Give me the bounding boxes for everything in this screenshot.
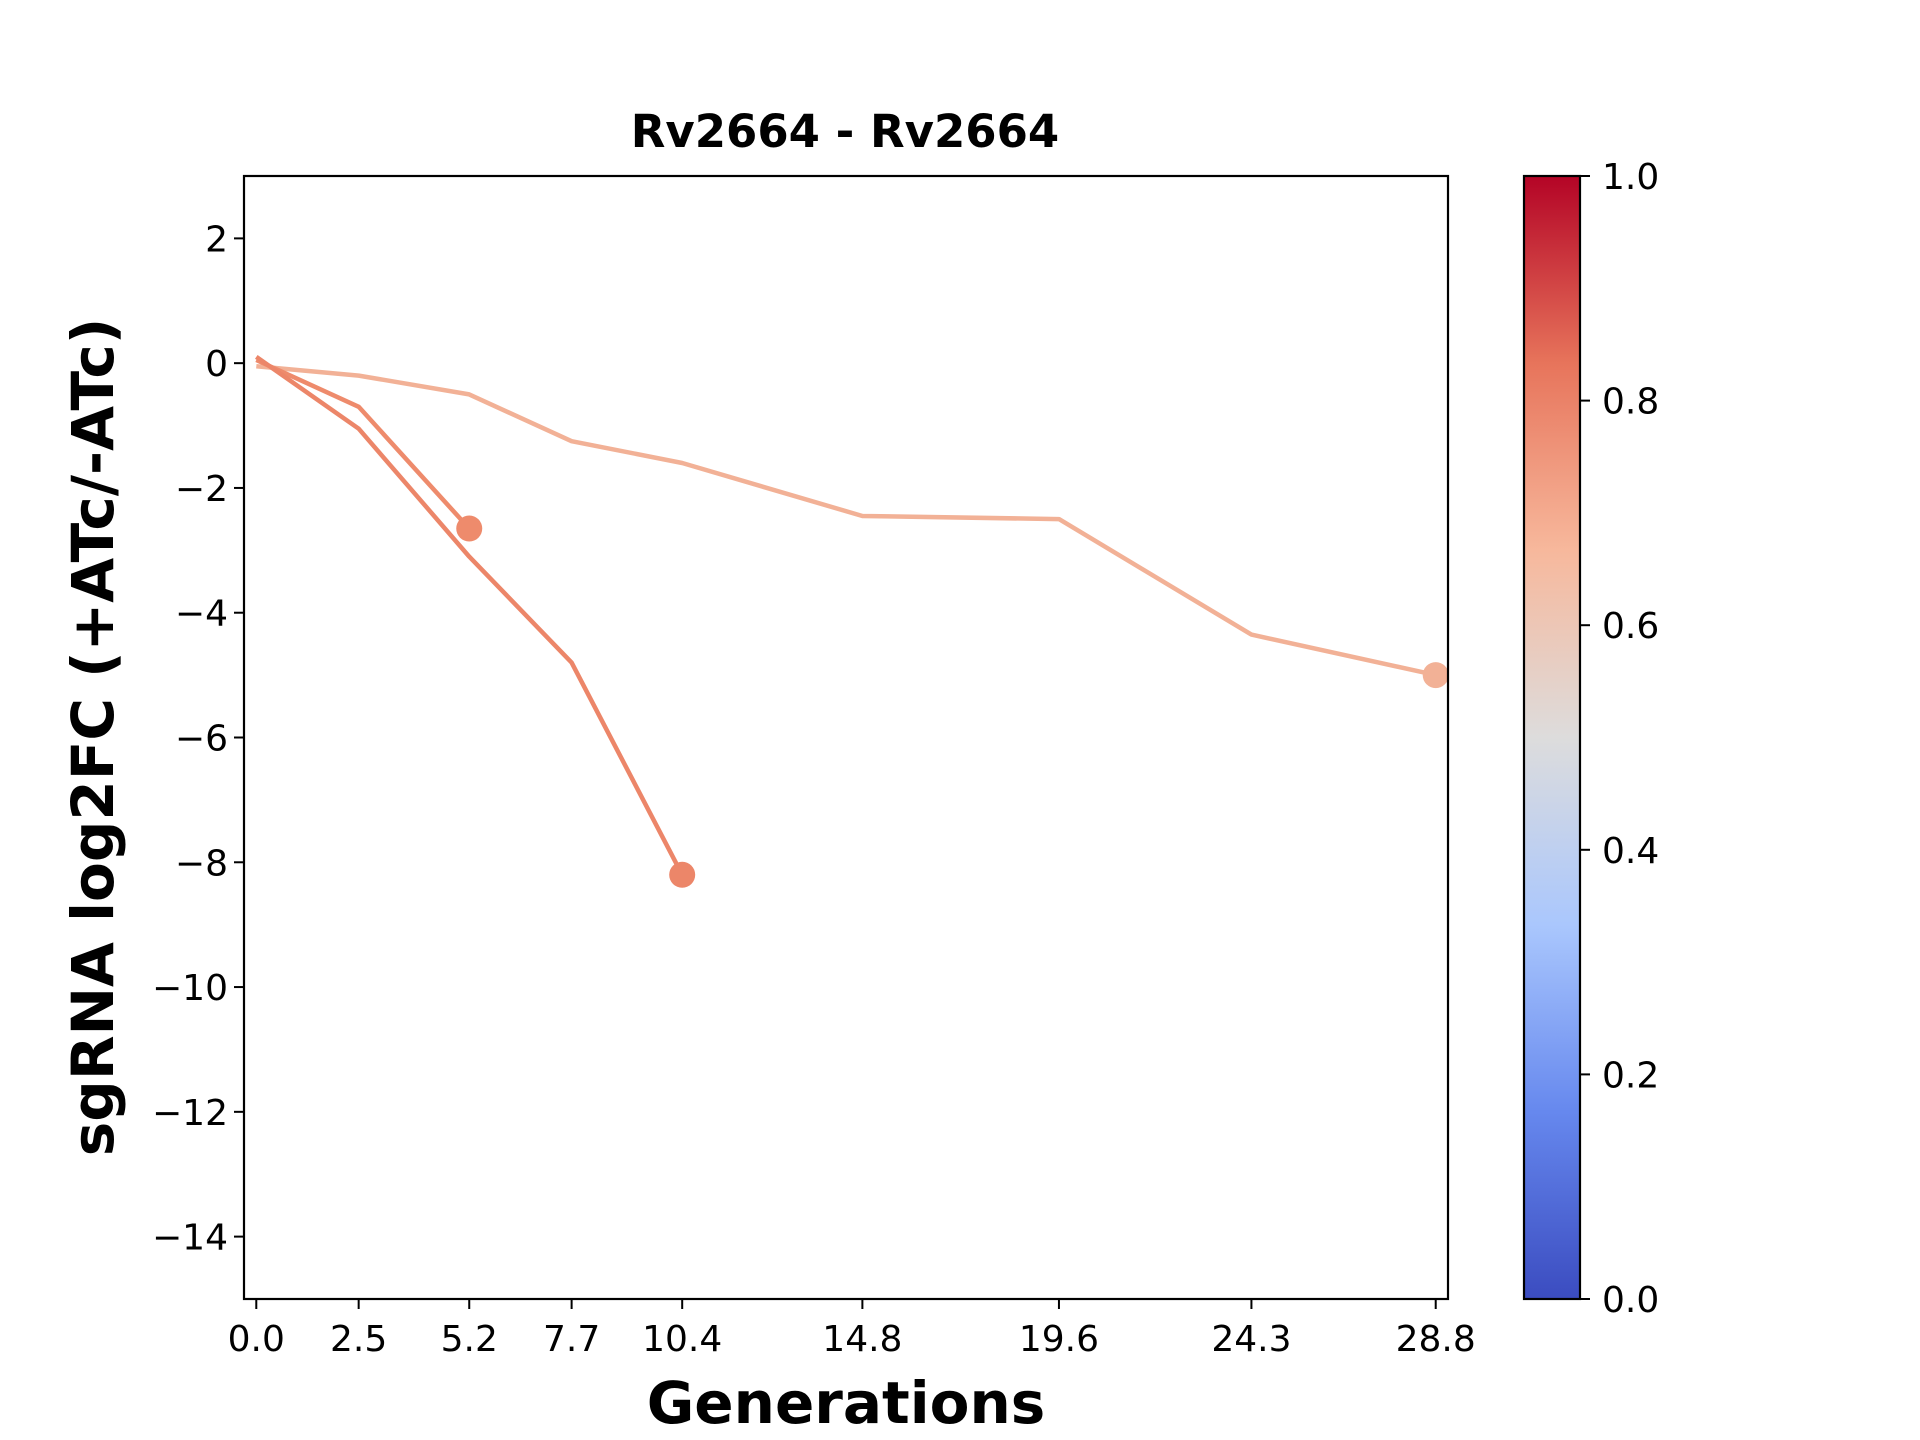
colorbar-tick-label: 0.0 [1602, 1280, 1659, 1321]
y-tick-label: 2 [205, 219, 228, 260]
x-tick-label: 7.7 [543, 1319, 600, 1360]
x-tick-label: 28.8 [1396, 1319, 1476, 1360]
series-3-end-marker [669, 861, 696, 888]
colorbar [1522, 174, 1582, 1301]
y-tick-label: −6 [175, 719, 228, 760]
colorbar-tick-label: 0.8 [1602, 382, 1659, 423]
y-tick-label: −8 [175, 843, 228, 884]
x-tick-label: 5.2 [441, 1319, 498, 1360]
series-2-end-marker [456, 515, 483, 542]
colorbar-tick-label: 0.2 [1602, 1055, 1659, 1096]
x-tick-label: 24.3 [1211, 1319, 1291, 1360]
x-axis-label: Generations [647, 1369, 1046, 1437]
series-line-1 [256, 364, 1437, 678]
series-1-end-marker [1422, 662, 1449, 689]
series-line-3 [255, 355, 685, 876]
y-tick-label: −14 [152, 1218, 228, 1259]
x-tick-label: 2.5 [330, 1319, 387, 1360]
y-tick-label: −10 [152, 968, 228, 1009]
series-line-2 [255, 357, 471, 531]
y-tick-label: −2 [175, 469, 228, 510]
x-tick-label: 19.6 [1019, 1319, 1099, 1360]
x-tick-label: 0.0 [228, 1319, 285, 1360]
colorbar-tick-label: 1.0 [1602, 157, 1659, 198]
y-axis-label: sgRNA log2FC (+ATc/-ATc) [59, 318, 127, 1156]
chart-title: Rv2664 - Rv2664 [631, 105, 1059, 158]
colorbar-tick-label: 0.4 [1602, 831, 1659, 872]
y-tick-label: 0 [205, 344, 228, 385]
x-tick-label: 14.8 [822, 1319, 902, 1360]
plot-frame [242, 174, 1450, 1301]
colorbar-tick-label: 0.6 [1602, 606, 1659, 647]
x-tick-label: 10.4 [642, 1319, 722, 1360]
y-tick-label: −4 [175, 594, 228, 635]
y-tick-label: −12 [152, 1093, 228, 1134]
